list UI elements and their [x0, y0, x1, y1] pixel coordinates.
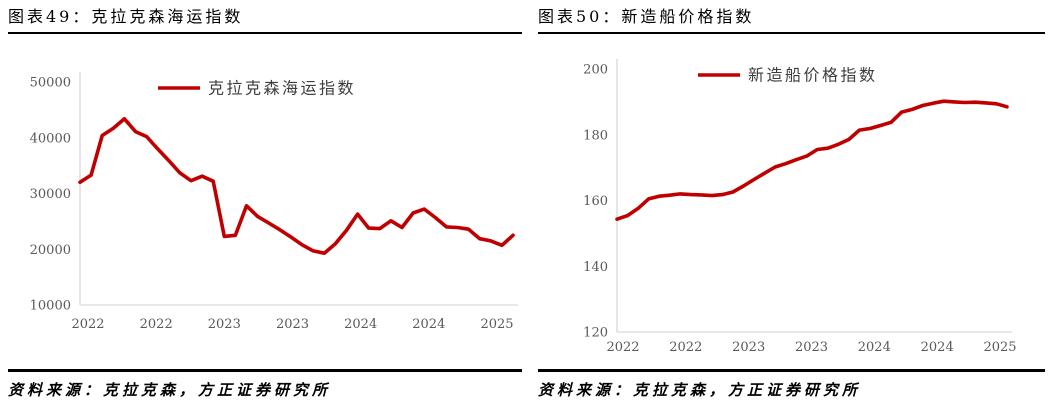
- y-tick-label: 160: [583, 194, 608, 209]
- series-line: [615, 99, 1009, 221]
- figure-panel-49: 图表49：克拉克森海运指数 10000 20000 30000 40000 50000 2…: [8, 6, 522, 400]
- y-tick-label: 50000: [30, 76, 71, 91]
- x-tick-label: 2023: [208, 317, 241, 332]
- x-tick-label: 2022: [71, 317, 104, 332]
- figure-title-50: 图表50：新造船价格指数: [538, 6, 1045, 34]
- x-tick-label: 2022: [140, 317, 173, 332]
- y-tick-label: 40000: [30, 131, 71, 146]
- source-note-49: 资料来源：克拉克森，方正证券研究所: [8, 369, 522, 400]
- figure-title-49: 图表49：克拉克森海运指数: [8, 6, 522, 34]
- x-tick-label: 2024: [344, 317, 377, 332]
- x-tick-label: 2024: [412, 317, 445, 332]
- y-tick-label: 120: [583, 326, 608, 341]
- y-tick-label: 10000: [30, 299, 71, 314]
- chart-50-canvas: 120 140 160 180 200 2022 2022 2023 2023 2024 2024 2…: [583, 59, 1017, 355]
- y-tick-label: 20000: [30, 243, 71, 258]
- y-tick-label: 30000: [30, 187, 71, 202]
- chart-50-area: 120 140 160 180 200 2022 2022 2023 2023 2024 2024 2…: [538, 35, 1045, 357]
- x-tick-label: 2025: [480, 317, 513, 332]
- figure-panel-50: 图表50：新造船价格指数 120 140 160 180 200 2022 2022 2023…: [538, 6, 1045, 400]
- source-note-50: 资料来源：克拉克森，方正证券研究所: [538, 369, 1045, 400]
- x-tick-label: 2023: [795, 340, 828, 355]
- legend-label: 克拉克森海运指数: [208, 79, 356, 98]
- x-tick-label: 2024: [858, 340, 891, 355]
- x-tick-label: 2022: [669, 340, 702, 355]
- x-tick-label: 2023: [276, 317, 309, 332]
- series-line: [78, 117, 515, 255]
- y-tick-label: 200: [583, 63, 608, 78]
- chart-49-canvas: 10000 20000 30000 40000 50000 2022 2022 2023 202…: [30, 72, 518, 332]
- legend-label: 新造船价格指数: [748, 66, 878, 85]
- chart-49-area: 10000 20000 30000 40000 50000 2022 2022 2023 202…: [8, 35, 522, 357]
- y-tick-label: 180: [583, 128, 608, 143]
- x-tick-label: 2025: [983, 340, 1016, 355]
- x-tick-label: 2024: [921, 340, 954, 355]
- x-tick-label: 2023: [732, 340, 765, 355]
- y-tick-label: 140: [583, 260, 608, 275]
- x-tick-label: 2022: [606, 340, 639, 355]
